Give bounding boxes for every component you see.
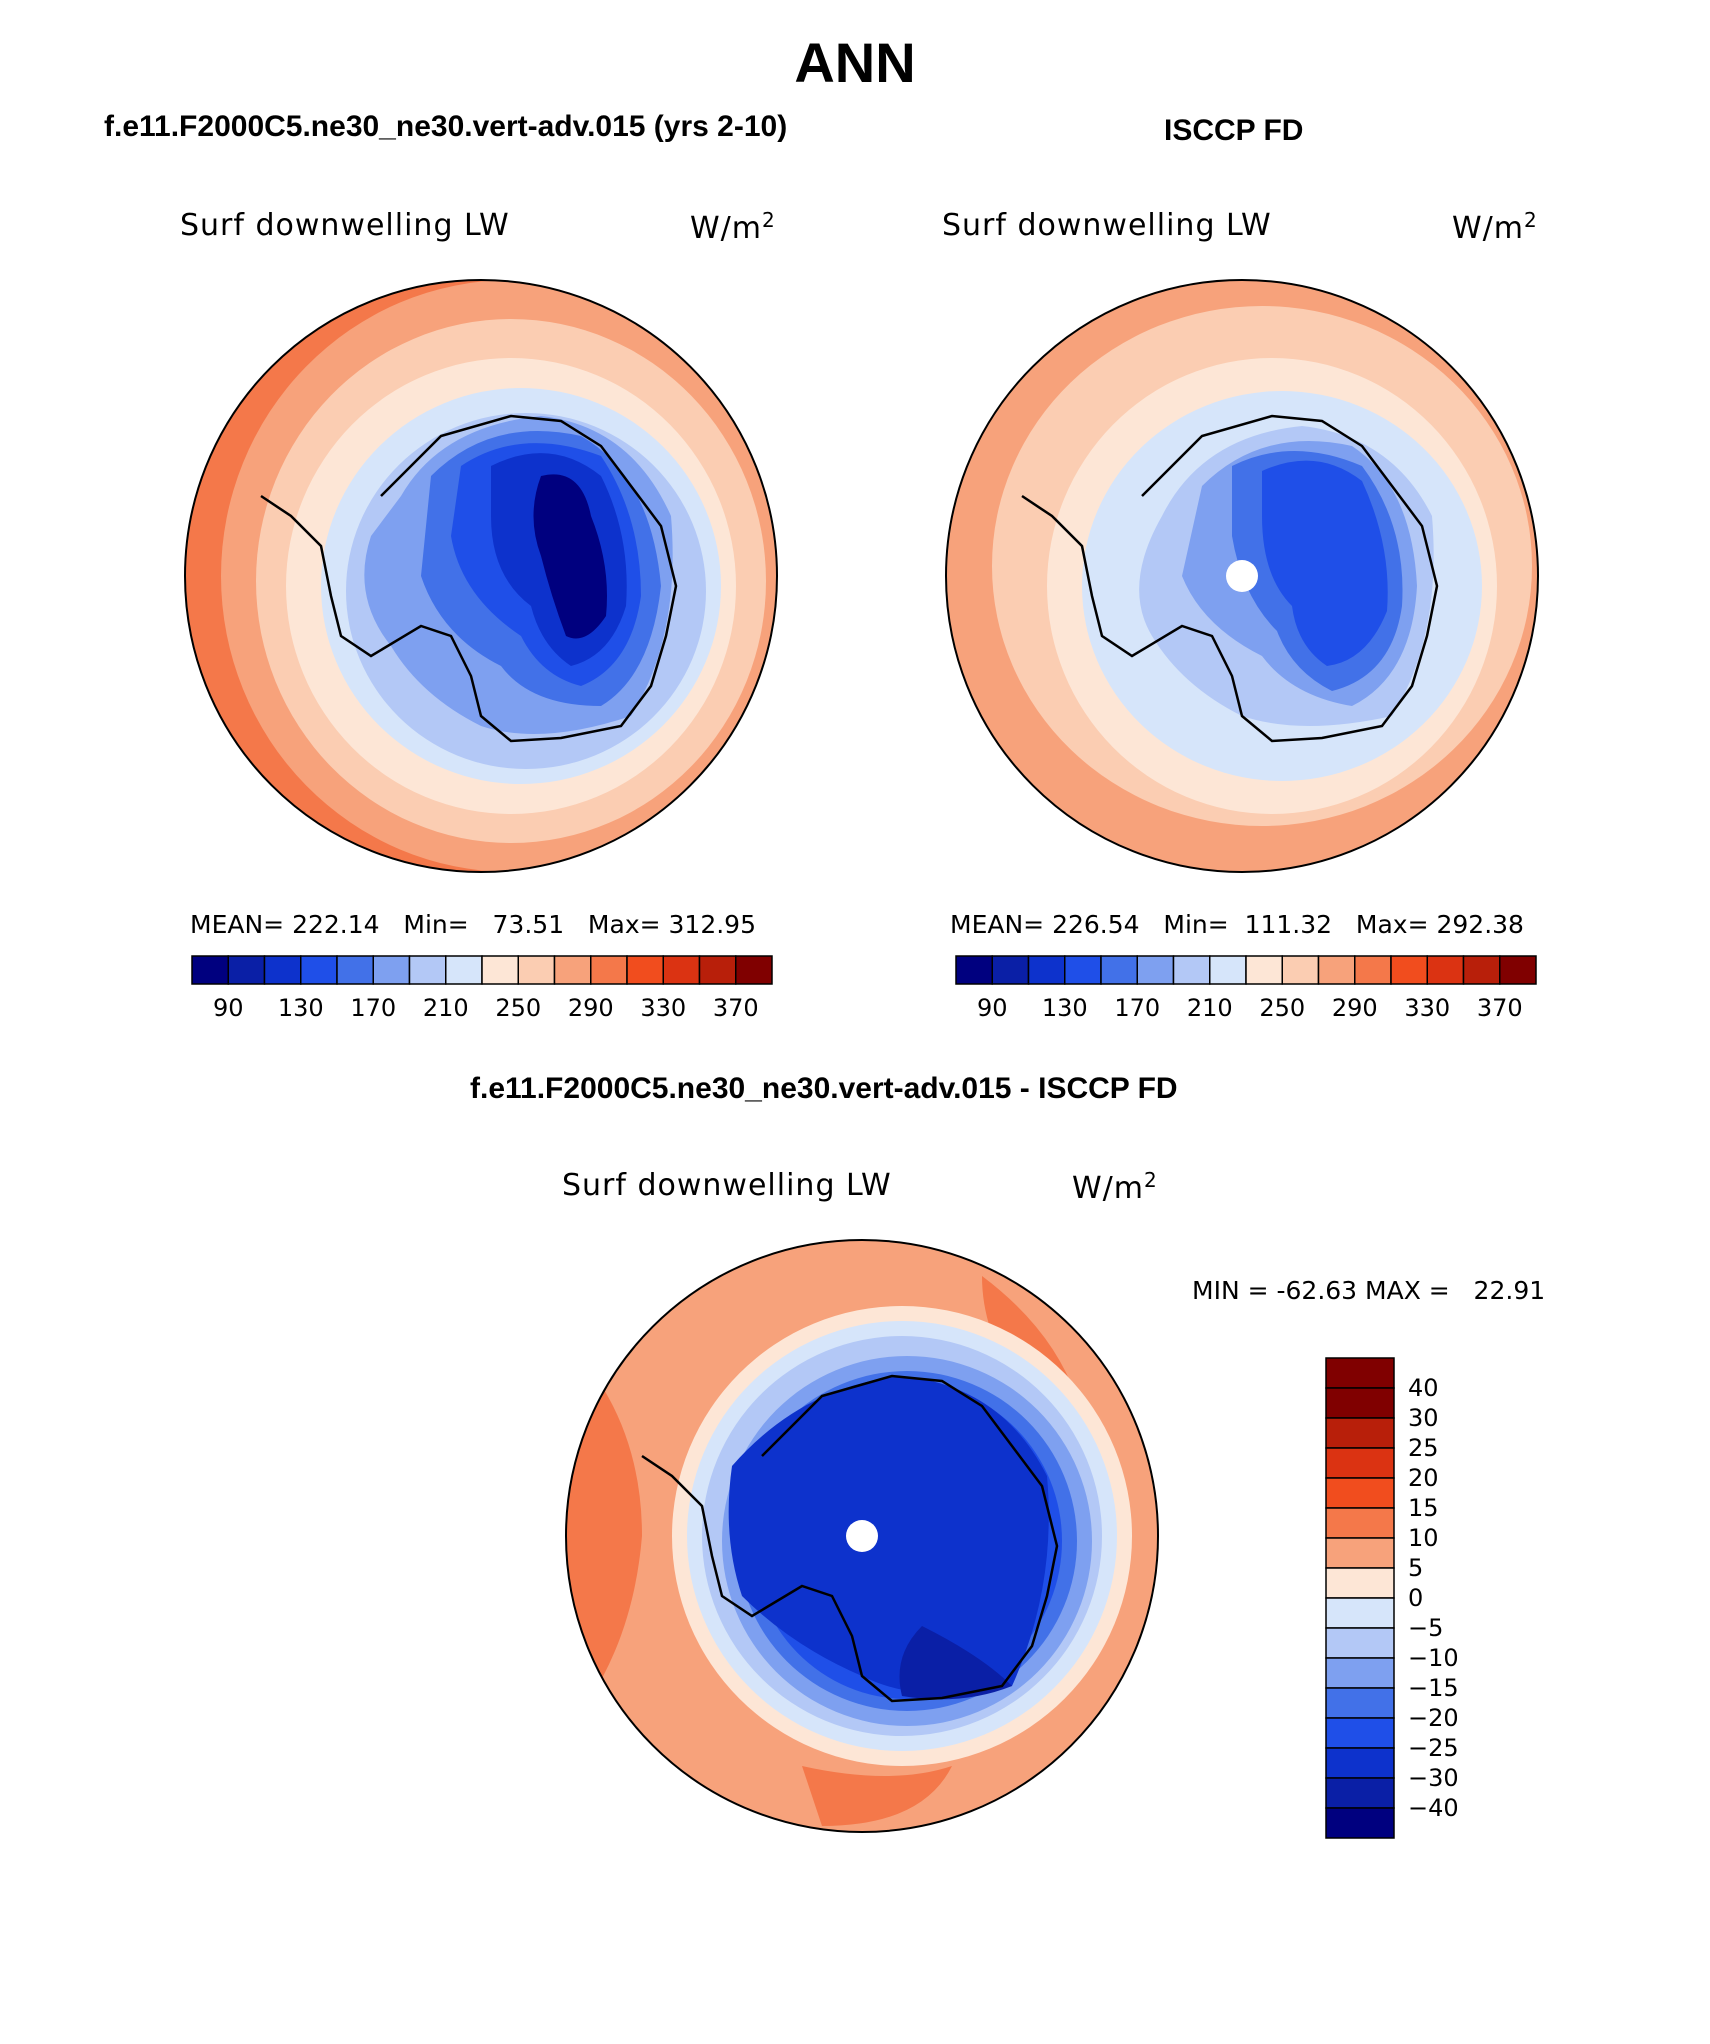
colorbar-tick-label: −10 <box>1408 1644 1459 1672</box>
colorbar-tick-label: 40 <box>1408 1374 1439 1402</box>
colorbar-tick-label: 290 <box>567 994 614 1022</box>
colorbar-tick-label: −15 <box>1408 1674 1459 1702</box>
colorbar-swatch <box>1325 1627 1395 1659</box>
diff-variable-label: Surf downwelling LW <box>562 1168 892 1203</box>
colorbar-swatch <box>1100 955 1138 985</box>
colorbar-tick-label: 210 <box>422 994 469 1022</box>
model-panel-header: f.e11.F2000C5.ne30_ne30.vert-adv.015 (yr… <box>104 110 788 143</box>
colorbar-swatch <box>481 955 519 985</box>
colorbar-tick-label: 20 <box>1408 1464 1439 1492</box>
colorbar-swatch <box>336 955 374 985</box>
colorbar-tick-label: 130 <box>277 994 324 1022</box>
colorbar-swatch <box>1325 1447 1395 1479</box>
colorbar-swatch <box>1317 955 1356 985</box>
colorbar-swatch <box>1325 1417 1395 1449</box>
colorbar-swatch <box>1245 955 1283 985</box>
colorbar-tick-label: 5 <box>1408 1554 1424 1582</box>
model-units-label: W/m2 <box>690 208 776 246</box>
colorbar-swatch <box>1325 1807 1395 1839</box>
colorbar-swatch <box>735 955 773 985</box>
figure-title: ANN <box>794 31 916 94</box>
colorbar-swatch <box>1325 1777 1395 1809</box>
colorbar-swatch <box>1064 955 1102 985</box>
diff-stats: MIN = -62.63 MAX = 22.91 <box>1192 1276 1546 1305</box>
colorbar-swatch <box>553 955 592 985</box>
obs-variable-label: Surf downwelling LW <box>942 208 1272 243</box>
model-colorbar <box>191 955 773 985</box>
colorbar-swatch <box>1325 1477 1395 1509</box>
colorbar-tick-label: −25 <box>1408 1734 1459 1762</box>
colorbar-tick-label: 170 <box>1114 994 1161 1022</box>
colorbar-tick-label: 10 <box>1408 1524 1439 1552</box>
colorbar-tick-label: 90 <box>976 994 1008 1022</box>
colorbar-tick-label: 330 <box>640 994 687 1022</box>
model-stats: MEAN= 222.14 Min= 73.51 Max= 312.95 <box>190 910 756 939</box>
colorbar-tick-label: 15 <box>1408 1494 1439 1522</box>
colorbar-swatch <box>1499 955 1537 985</box>
colorbar-swatch <box>1325 1597 1395 1629</box>
diff-colorbar <box>1325 1357 1395 1839</box>
diff-units-label: W/m2 <box>1072 1168 1158 1206</box>
colorbar-swatch <box>626 955 664 985</box>
colorbar-swatch <box>1325 1507 1395 1539</box>
colorbar-swatch <box>1426 955 1465 985</box>
colorbar-tick-label: 90 <box>212 994 244 1022</box>
colorbar-swatch <box>1325 1747 1395 1779</box>
colorbar-tick-label: 250 <box>1259 994 1306 1022</box>
colorbar-tick-label: 370 <box>712 994 759 1022</box>
colorbar-swatch <box>263 955 302 985</box>
colorbar-swatch <box>698 955 737 985</box>
colorbar-swatch <box>991 955 1030 985</box>
colorbar-tick-label: 250 <box>495 994 542 1022</box>
colorbar-swatch <box>445 955 483 985</box>
colorbar-swatch <box>1325 1537 1395 1569</box>
colorbar-swatch <box>300 955 338 985</box>
obs-stats: MEAN= 226.54 Min= 111.32 Max= 292.38 <box>950 910 1524 939</box>
colorbar-swatch <box>408 955 447 985</box>
obs-units-label: W/m2 <box>1452 208 1538 246</box>
obs-colorbar <box>955 955 1537 985</box>
colorbar-swatch <box>1354 955 1392 985</box>
colorbar-swatch <box>1325 1567 1395 1599</box>
obs-panel-header: ISCCP FD <box>1164 114 1304 147</box>
colorbar-swatch <box>1462 955 1501 985</box>
colorbar-tick-label: 290 <box>1331 994 1378 1022</box>
colorbar-swatch <box>662 955 701 985</box>
colorbar-swatch <box>590 955 628 985</box>
colorbar-tick-label: 170 <box>350 994 397 1022</box>
colorbar-swatch <box>1209 955 1247 985</box>
colorbar-tick-label: 30 <box>1408 1404 1439 1432</box>
colorbar-swatch <box>1136 955 1175 985</box>
colorbar-swatch <box>955 955 993 985</box>
colorbar-tick-label: 210 <box>1186 994 1233 1022</box>
colorbar-tick-label: 330 <box>1404 994 1451 1022</box>
colorbar-tick-label: 370 <box>1476 994 1523 1022</box>
colorbar-swatch <box>227 955 266 985</box>
colorbar-swatch <box>372 955 411 985</box>
colorbar-swatch <box>1325 1387 1395 1419</box>
colorbar-tick-label: 25 <box>1408 1434 1439 1462</box>
colorbar-swatch <box>517 955 556 985</box>
colorbar-tick-label: −5 <box>1408 1614 1444 1642</box>
model-variable-label: Surf downwelling LW <box>180 208 510 243</box>
diff-polar-map <box>565 1239 1159 1833</box>
colorbar-swatch <box>1325 1657 1395 1689</box>
diff-panel-header: f.e11.F2000C5.ne30_ne30.vert-adv.015 - I… <box>470 1072 1178 1105</box>
colorbar-swatch <box>1325 1717 1395 1749</box>
colorbar-swatch <box>191 955 229 985</box>
colorbar-swatch <box>1172 955 1211 985</box>
colorbar-tick-label: −20 <box>1408 1704 1459 1732</box>
obs-polar-map <box>945 279 1539 873</box>
colorbar-swatch <box>1027 955 1066 985</box>
colorbar-swatch <box>1325 1357 1395 1389</box>
colorbar-swatch <box>1325 1687 1395 1719</box>
colorbar-swatch <box>1390 955 1428 985</box>
colorbar-tick-label: −40 <box>1408 1794 1459 1822</box>
colorbar-tick-label: −30 <box>1408 1764 1459 1792</box>
colorbar-tick-label: 130 <box>1041 994 1088 1022</box>
colorbar-swatch <box>1281 955 1320 985</box>
model-polar-map <box>184 279 778 873</box>
colorbar-tick-label: 0 <box>1408 1584 1424 1612</box>
